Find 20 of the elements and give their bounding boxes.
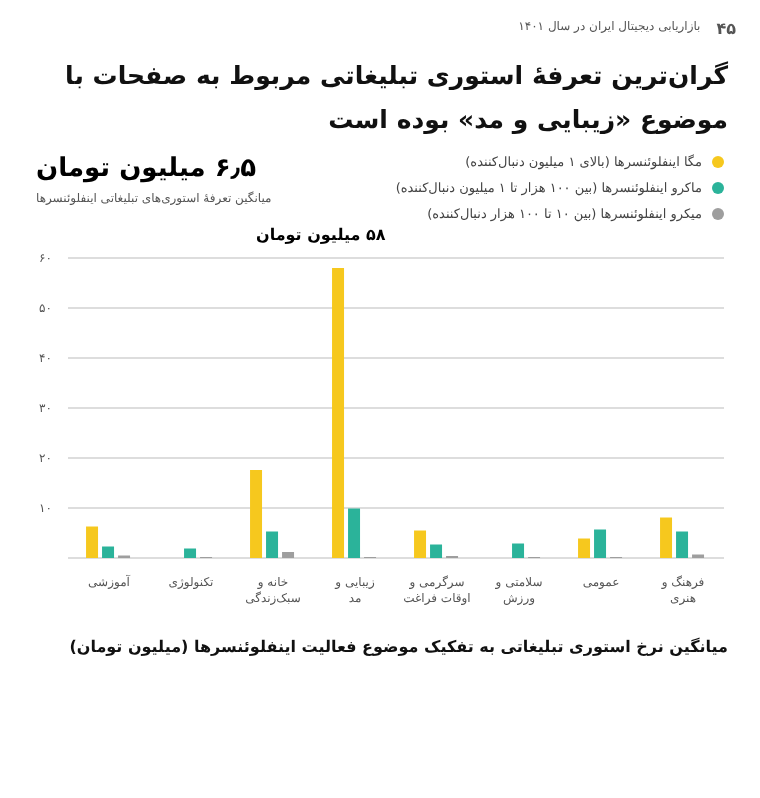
bar bbox=[282, 552, 295, 558]
bar bbox=[250, 470, 263, 558]
bar bbox=[86, 526, 99, 558]
bar bbox=[430, 544, 443, 558]
bar bbox=[184, 548, 197, 558]
bar bbox=[594, 529, 607, 558]
bar bbox=[332, 268, 345, 558]
chart-title: گران‌ترین تعرفهٔ استوری تبلیغاتی مربوط به صفحات با موضوع «زیبایی و مد» بوده است bbox=[63, 58, 730, 138]
bar bbox=[266, 531, 279, 558]
bar bbox=[578, 538, 591, 558]
text: ۵۸ میلیون تومان bbox=[256, 226, 386, 244]
bar bbox=[102, 546, 115, 558]
bar bbox=[414, 530, 427, 558]
text: میانگین نرخ استوری تبلیغاتی به تفکیک موضوع فعالیت اینفلوئنسرها (میلیون تومان) bbox=[67, 635, 730, 660]
bar bbox=[676, 531, 689, 558]
text: ۴۵ bbox=[716, 20, 736, 38]
text: ۶٫۵ میلیون تومان bbox=[36, 154, 259, 184]
bar bbox=[660, 517, 673, 558]
bar bbox=[512, 543, 525, 558]
bar bbox=[348, 508, 361, 558]
